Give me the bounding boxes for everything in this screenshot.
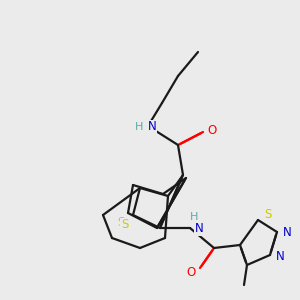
Text: S: S bbox=[121, 218, 129, 232]
Text: N: N bbox=[276, 250, 284, 262]
Text: N: N bbox=[195, 223, 203, 236]
Text: H: H bbox=[135, 122, 143, 132]
Text: S: S bbox=[117, 217, 125, 230]
Text: N: N bbox=[283, 226, 291, 239]
Text: N: N bbox=[148, 121, 156, 134]
Text: O: O bbox=[207, 124, 217, 137]
Text: O: O bbox=[186, 266, 196, 278]
Text: S: S bbox=[264, 208, 272, 221]
Text: H: H bbox=[190, 212, 198, 222]
